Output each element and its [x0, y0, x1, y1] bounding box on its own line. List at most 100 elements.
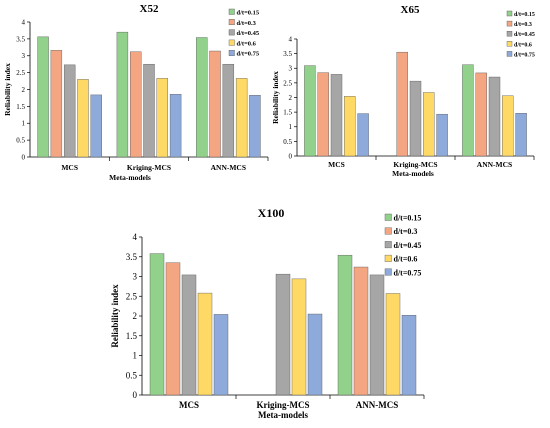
- x-axis-label: Meta-models: [109, 173, 151, 182]
- x-tick-label: MCS: [328, 160, 345, 169]
- y-tick-label: 1.5: [126, 331, 138, 341]
- legend: d/t=0.15 d/t=0.3 d/t=0.45 d/t=0.6 d/t=0.75: [228, 8, 260, 58]
- legend-swatch: [506, 51, 513, 57]
- legend-swatch: [384, 254, 392, 262]
- legend-label: d/t=0.3: [394, 227, 418, 236]
- bar-ann-mcs-dt03: [353, 266, 369, 396]
- bar-mcs-dt015: [37, 36, 49, 158]
- legend-swatch: [384, 241, 392, 249]
- bar-mcs-dt06: [197, 292, 213, 396]
- y-tick-label: 0: [133, 390, 138, 400]
- y-tick-label: 1: [289, 123, 293, 131]
- bar-kriging-mcs-dt045: [409, 80, 422, 157]
- y-tick-label: 3.5: [16, 35, 25, 43]
- legend: d/t=0.15 d/t=0.3 d/t=0.45 d/t=0.6 d/t=0.75: [384, 213, 422, 277]
- legend-label: d/t=0.75: [394, 268, 422, 277]
- bar-mcs-dt045: [63, 64, 76, 158]
- x-tick-label: ANN-MCS: [356, 400, 399, 410]
- legend-swatch: [228, 29, 235, 36]
- y-tick-label: 4: [22, 18, 26, 26]
- bar-ann-mcs-dt03: [475, 72, 487, 157]
- y-tick-label: 3: [289, 65, 293, 73]
- y-tick-label: 4: [133, 232, 138, 242]
- bar-mcs-dt045: [330, 74, 343, 157]
- legend-label: d/t=0.45: [394, 241, 422, 250]
- y-axis-label: Reliability index: [3, 63, 12, 116]
- legend-label: d/t=0.45: [237, 30, 260, 37]
- y-tick-label: 1.5: [16, 103, 25, 111]
- legend-swatch: [506, 41, 513, 47]
- bar-ann-mcs-dt06: [502, 95, 514, 157]
- bar-kriging-mcs-dt03: [129, 51, 142, 158]
- bar-ann-mcs-dt045: [488, 76, 501, 157]
- legend-label: d/t=0.45: [514, 32, 535, 38]
- legend-label: d/t=0.6: [394, 255, 418, 264]
- y-axis-label: Reliability index: [110, 284, 120, 348]
- x-tick-label: ANN-MCS: [211, 163, 246, 172]
- bar-kriging-mcs-dt06: [423, 92, 435, 157]
- x-axis-label: Meta-models: [258, 410, 308, 420]
- legend: d/t=0.15 d/t=0.3 d/t=0.45 d/t=0.6 d/t=0.75: [506, 10, 535, 58]
- bar-ann-mcs-dt075: [401, 315, 417, 396]
- bar-kriging-mcs-dt06: [156, 78, 169, 158]
- bar-kriging-mcs-dt015: [116, 31, 129, 158]
- bar-kriging-mcs-dt075: [436, 113, 448, 157]
- bar-kriging-mcs-dt03: [396, 51, 408, 157]
- bar-kriging-mcs-dt075: [307, 313, 323, 396]
- x-tick-label: ANN-MCS: [477, 160, 512, 169]
- chart-title: X100: [258, 206, 285, 220]
- bar-mcs-dt03: [317, 72, 329, 157]
- y-tick-label: 2.5: [126, 291, 138, 301]
- bar-mcs-dt045: [181, 274, 197, 396]
- bar-ann-mcs-dt06: [385, 293, 401, 396]
- legend-swatch: [506, 10, 513, 17]
- bar-mcs-dt075: [357, 113, 369, 157]
- y-tick-label: 2.5: [16, 69, 25, 77]
- chart-title: X52: [140, 3, 159, 15]
- bar-kriging-mcs-dt075: [169, 94, 182, 158]
- y-tick-label: 1: [133, 351, 138, 361]
- y-tick-label: 4: [289, 35, 293, 43]
- bar-mcs-dt015: [304, 65, 316, 157]
- legend-swatch: [228, 8, 235, 15]
- y-tick-label: 3: [22, 52, 26, 60]
- y-tick-label: 2: [133, 311, 138, 321]
- legend-swatch: [506, 20, 513, 27]
- y-tick-label: 0: [289, 152, 293, 160]
- legend-swatch: [506, 31, 513, 37]
- chart-x52: X52 0 0.5 1 1.5 2 2.5 3 3.5 4 Reliability index MCS…: [3, 3, 269, 182]
- y-tick-label: 3.5: [126, 252, 138, 262]
- bar-ann-mcs-dt045: [369, 274, 385, 396]
- bar-mcs-dt075: [90, 94, 102, 158]
- bar-mcs-dt075: [213, 314, 229, 396]
- y-tick-label: 0.5: [126, 370, 138, 380]
- bar-mcs-dt06: [344, 96, 356, 157]
- y-axis-label: Reliability index: [271, 71, 280, 124]
- y-tick-label: 3: [133, 272, 138, 282]
- bar-ann-mcs-dt015: [337, 254, 353, 396]
- bar-ann-mcs-dt075: [249, 95, 261, 158]
- bar-ann-mcs-dt015: [196, 37, 208, 158]
- legend-swatch: [384, 227, 392, 235]
- legend-swatch: [228, 50, 235, 56]
- y-tick-label: 0.5: [283, 138, 292, 146]
- bar-ann-mcs-dt045: [222, 63, 235, 158]
- chart-title: X65: [401, 4, 420, 16]
- bar-ann-mcs-dt075: [515, 113, 527, 157]
- y-tick-label: 1.5: [283, 109, 292, 117]
- legend-label: d/t=0.15: [237, 10, 260, 17]
- y-tick-label: 2.5: [283, 79, 292, 87]
- legend-swatch: [384, 213, 392, 221]
- y-tick-label: 2: [22, 86, 26, 94]
- y-tick-label: 0: [22, 153, 26, 161]
- bar-mcs-dt03: [50, 50, 63, 158]
- x-axis-label: Meta-models: [392, 169, 434, 178]
- x-tick-label: MCS: [179, 400, 199, 410]
- legend-label: d/t=0.75: [237, 51, 260, 58]
- legend-label: d/t=0.3: [514, 22, 532, 28]
- legend-swatch: [228, 39, 235, 46]
- bar-ann-mcs-dt015: [462, 64, 474, 157]
- legend-swatch: [384, 268, 392, 276]
